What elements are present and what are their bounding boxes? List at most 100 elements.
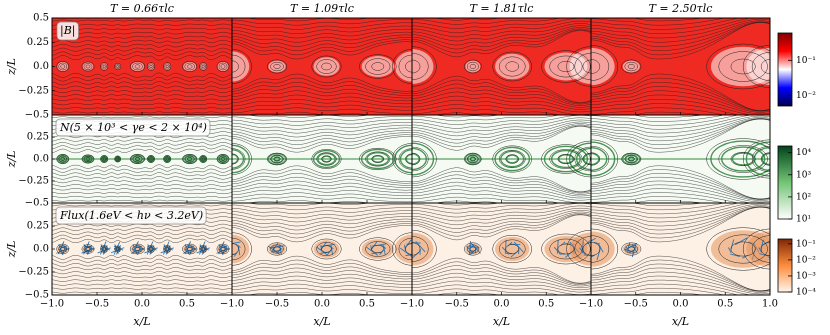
field-loop [492, 51, 533, 82]
panel [232, 18, 412, 115]
field-loop [149, 247, 153, 251]
field-line [591, 103, 740, 115]
field-line [433, 112, 502, 115]
field-line [232, 207, 412, 215]
field-loop [201, 64, 205, 69]
field-line [232, 213, 412, 223]
polarization-vector [560, 241, 566, 247]
field-loop [129, 60, 146, 73]
field-loop [186, 157, 193, 161]
x-axis-label: x/L [133, 315, 150, 328]
plasmoid-glow [147, 63, 155, 70]
field-loop [101, 63, 107, 70]
field-loop [412, 146, 429, 172]
field-loop [114, 155, 122, 163]
x-tick-label: −1.0 [220, 299, 244, 310]
plasmoid-emission [746, 231, 770, 267]
plasmoid-emission [232, 234, 250, 264]
field-line [412, 196, 561, 203]
y-tick-label: −0.5 [25, 290, 49, 301]
field-line [591, 22, 770, 51]
field-line [232, 287, 412, 295]
x-tick-label: −1.0 [579, 299, 603, 310]
y-tick-label: 0.0 [33, 61, 49, 72]
field-loop [541, 233, 591, 265]
field-loop [132, 245, 143, 253]
field-line [412, 28, 591, 50]
field-loop [469, 156, 476, 162]
field-line [232, 279, 412, 288]
field-line [591, 263, 770, 292]
field-line [591, 22, 770, 56]
y-tick-label: 0.25 [27, 132, 49, 143]
field-loop [182, 153, 198, 165]
y-tick-label: 0.0 [33, 154, 49, 165]
field-line [52, 138, 232, 142]
field-line [52, 51, 232, 57]
polarization-vector [279, 244, 282, 255]
polarization-vector [591, 237, 596, 242]
field-loop [469, 246, 476, 252]
field-line [232, 31, 412, 43]
polarization-vector [730, 239, 735, 250]
field-line [412, 119, 591, 133]
field-loop [101, 156, 107, 162]
field-line [412, 213, 591, 233]
x-tick-label: 0.0 [494, 299, 510, 310]
field-line [591, 18, 726, 26]
field-line [232, 165, 412, 182]
field-line [232, 34, 412, 47]
field-loop [574, 53, 591, 80]
field-loop [557, 153, 575, 165]
colorbar-tick-label: 10⁻³ [796, 271, 816, 281]
field-line [591, 21, 770, 47]
field-loop [164, 246, 170, 252]
field-loop [85, 247, 91, 251]
field-line [232, 73, 412, 92]
colorbar-tick-label: 10¹ [796, 215, 811, 225]
field-line [52, 31, 232, 35]
panel [591, 115, 770, 203]
field-line [232, 19, 412, 26]
polarization-vector [415, 241, 426, 253]
field-loop [627, 156, 635, 162]
field-line [412, 261, 591, 284]
field-line [232, 221, 412, 235]
field-loop [134, 247, 141, 251]
field-loop [412, 53, 429, 80]
field-line [412, 30, 591, 58]
field-loop [266, 152, 288, 166]
field-line [591, 279, 770, 295]
field-line [232, 203, 412, 211]
field-line [52, 227, 232, 231]
field-loop [582, 152, 591, 166]
field-loop [81, 154, 95, 164]
field-loop [116, 247, 119, 251]
colorbar-tick-label: 10⁻⁴ [796, 288, 816, 298]
field-line [232, 134, 412, 149]
colorbar-tick-label: 10⁻¹ [796, 56, 816, 66]
field-line [52, 231, 232, 236]
field-loop [58, 245, 68, 253]
row-label: |B| [60, 24, 76, 38]
field-line [412, 276, 591, 291]
field-line [232, 192, 412, 199]
field-loop [115, 156, 120, 162]
field-line [412, 181, 591, 197]
field-line [52, 141, 232, 146]
polarization-vector [510, 250, 519, 258]
colorbar-tick-label: 10⁻² [796, 255, 816, 265]
field-loop [365, 241, 391, 257]
field-loop [266, 242, 288, 256]
field-line [52, 145, 232, 150]
field-loop [541, 144, 591, 174]
y-axis-label: z/L [5, 151, 18, 169]
field-line [412, 288, 561, 295]
field-line [591, 169, 770, 200]
field-loop [148, 156, 154, 162]
field-loop [557, 243, 575, 255]
field-line [591, 203, 770, 219]
field-loop [147, 155, 155, 163]
field-line [591, 117, 770, 138]
field-loop [129, 243, 146, 255]
